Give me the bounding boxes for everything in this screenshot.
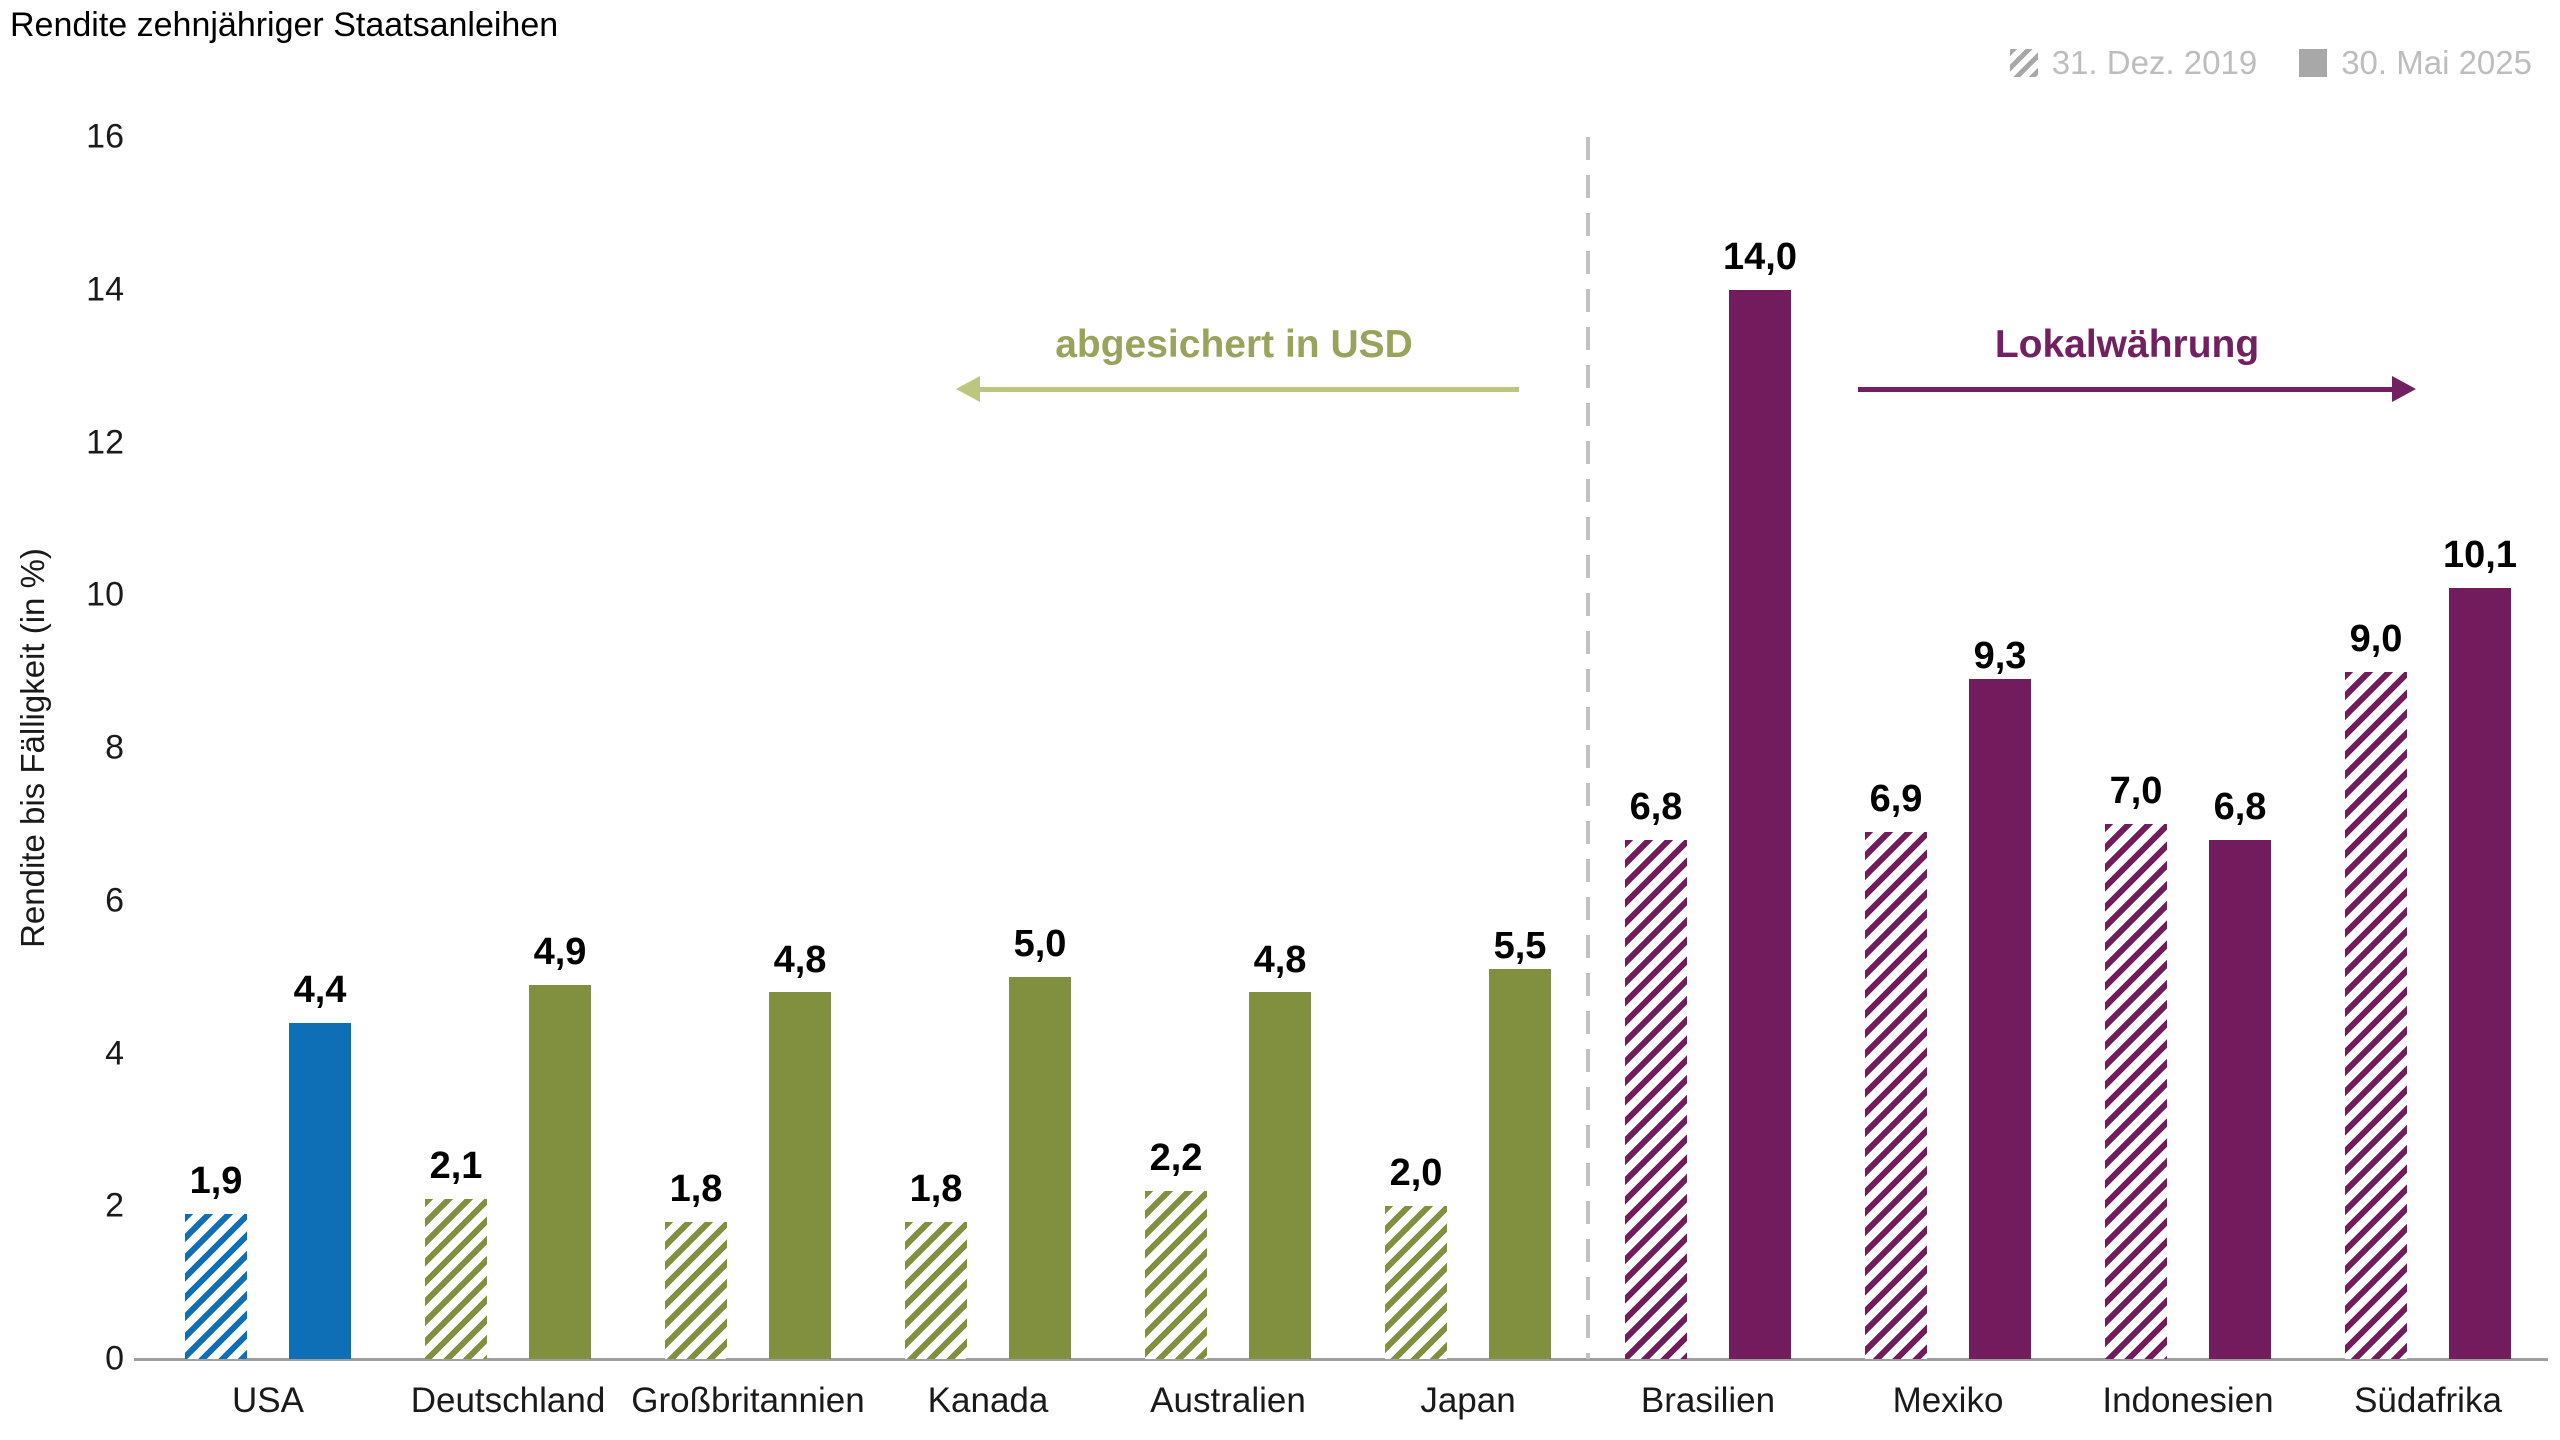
annotation-local-currency-text: Lokalwährung xyxy=(1994,323,2260,366)
category-label: Japan xyxy=(1420,1381,1516,1420)
value-label: 6,9 xyxy=(1861,778,1931,823)
bar-2019: 2,0 xyxy=(1381,1152,1451,1359)
value-label: 4,8 xyxy=(765,938,835,983)
y-tick-label: 12 xyxy=(86,423,124,461)
bar-2025: 4,4 xyxy=(285,969,355,1359)
y-tick-label: 6 xyxy=(105,881,124,920)
category-label: Südafrika xyxy=(2354,1381,2502,1420)
arrow-left-line xyxy=(980,386,1519,392)
value-label: 2,2 xyxy=(1141,1137,1211,1181)
value-label: 1,8 xyxy=(901,1167,971,1212)
y-axis-title-text: Rendite bis Fälligkeit (in %) xyxy=(14,548,52,948)
value-label: 6,8 xyxy=(2205,785,2275,830)
bar-2025: 5,0 xyxy=(1005,923,1075,1359)
annotation-hedged-usd: abgesichert in USD xyxy=(1055,323,1413,367)
value-label: 6,8 xyxy=(1621,785,1691,830)
legend-item-2019: 31. Dez. 2019 xyxy=(2009,44,2258,82)
bar-group: 2,0 5,5 Japan xyxy=(1348,137,1588,1420)
bar-group: 1,9 4,4 USA xyxy=(148,137,388,1420)
value-label: 1,9 xyxy=(181,1160,251,1204)
category-label: Deutschland xyxy=(410,1381,606,1420)
bar-2019: 6,8 xyxy=(1621,785,1691,1359)
plot-area: abgesichert in USD Lokalwährung 1,9 4,4 US… xyxy=(86,118,2548,1420)
value-label: 9,3 xyxy=(1965,634,2035,679)
bar-group: 2,1 4,9 Deutschland xyxy=(388,137,628,1420)
y-tick-label: 10 xyxy=(86,575,124,614)
value-label: 14,0 xyxy=(1715,235,1805,280)
bar-2019: 7,0 xyxy=(2101,770,2171,1359)
legend-swatch-hatched-icon xyxy=(2009,49,2038,77)
annotation-local-currency: Lokalwährung xyxy=(1995,323,2259,367)
bar-2025: 10,1 xyxy=(2435,533,2525,1359)
y-tick-label: 14 xyxy=(86,270,124,309)
bar-group: 1,8 5,0 Kanada xyxy=(868,137,1108,1420)
bar-2025: 14,0 xyxy=(1715,235,1805,1359)
bar-groups: 1,9 4,4 USA 2,1 4,9 Deutschland 1,8 4,8 Großbrit… xyxy=(148,137,2548,1420)
y-tick-label: 2 xyxy=(105,1186,124,1225)
value-label: 4,8 xyxy=(1245,938,1315,983)
value-label: 1,8 xyxy=(661,1167,731,1212)
x-axis-line xyxy=(134,1358,2548,1361)
value-label: 4,9 xyxy=(525,930,595,975)
value-label: 10,1 xyxy=(2435,533,2525,578)
bar-2025: 5,5 xyxy=(1485,925,1555,1359)
chart-title: Rendite zehnjähriger Staatsanleihen xyxy=(10,6,559,44)
category-label: Mexiko xyxy=(1892,1381,2004,1420)
bar-group: 7,0 6,8 Indonesien xyxy=(2068,137,2308,1420)
category-label: Brasilien xyxy=(1640,1381,1776,1420)
arrow-left-icon xyxy=(956,374,1519,404)
value-label: 2,1 xyxy=(421,1144,491,1189)
value-label: 2,0 xyxy=(1381,1152,1451,1197)
y-axis-title: Rendite bis Fälligkeit (in %) xyxy=(0,137,66,1359)
legend-swatch-solid-icon xyxy=(2299,49,2328,77)
bar-2019: 6,9 xyxy=(1861,778,1931,1359)
bar-2025: 9,3 xyxy=(1965,634,2035,1359)
bar-2025: 4,8 xyxy=(1245,938,1315,1359)
y-tick-label: 8 xyxy=(105,728,124,767)
category-label: Indonesien xyxy=(2102,1381,2274,1420)
bar-group: 1,8 4,8 Großbritannien xyxy=(628,137,868,1420)
bar-2019: 1,8 xyxy=(661,1167,731,1359)
bar-2025: 4,9 xyxy=(525,930,595,1359)
bar-2019: 1,9 xyxy=(181,1160,251,1359)
legend-label-2019: 31. Dez. 2019 xyxy=(2051,44,2258,81)
bar-2019: 2,1 xyxy=(421,1144,491,1359)
bar-2025: 4,8 xyxy=(765,938,835,1359)
y-tick-label: 4 xyxy=(105,1034,124,1072)
value-label: 4,4 xyxy=(285,969,355,1013)
y-tick-label: 16 xyxy=(86,117,124,156)
value-label: 9,0 xyxy=(2341,617,2411,662)
bar-2019: 9,0 xyxy=(2341,617,2411,1359)
value-label: 7,0 xyxy=(2101,770,2171,815)
bar-2019: 1,8 xyxy=(901,1167,971,1359)
bar-2025: 6,8 xyxy=(2205,785,2275,1359)
annotation-hedged-usd-text: abgesichert in USD xyxy=(1055,323,1413,366)
category-label: Australien xyxy=(1150,1381,1306,1420)
legend-item-2025: 30. Mai 2025 xyxy=(2299,44,2532,82)
arrow-left-head xyxy=(956,376,980,402)
y-tick-label: 0 xyxy=(105,1339,124,1378)
bar-2019: 2,2 xyxy=(1141,1137,1211,1359)
category-label: USA xyxy=(232,1381,304,1420)
divider-dashed-line xyxy=(1586,137,1590,1359)
bar-group: 9,0 10,1 Südafrika xyxy=(2308,137,2548,1420)
arrow-right-head xyxy=(2392,376,2416,402)
category-label: Kanada xyxy=(927,1381,1049,1420)
value-label: 5,5 xyxy=(1485,925,1555,969)
arrow-right-line xyxy=(1858,386,2392,392)
bar-group: 6,8 14,0 Brasilien xyxy=(1588,137,1828,1420)
legend: 31. Dez. 2019 30. Mai 2025 xyxy=(2009,44,2532,82)
arrow-right-icon xyxy=(1858,374,2416,404)
category-label: Großbritannien xyxy=(631,1381,865,1420)
value-label: 5,0 xyxy=(1005,923,1075,968)
legend-label-2025: 30. Mai 2025 xyxy=(2341,44,2532,81)
bar-group: 2,2 4,8 Australien xyxy=(1108,137,1348,1420)
bar-group: 6,9 9,3 Mexiko xyxy=(1828,137,2068,1420)
